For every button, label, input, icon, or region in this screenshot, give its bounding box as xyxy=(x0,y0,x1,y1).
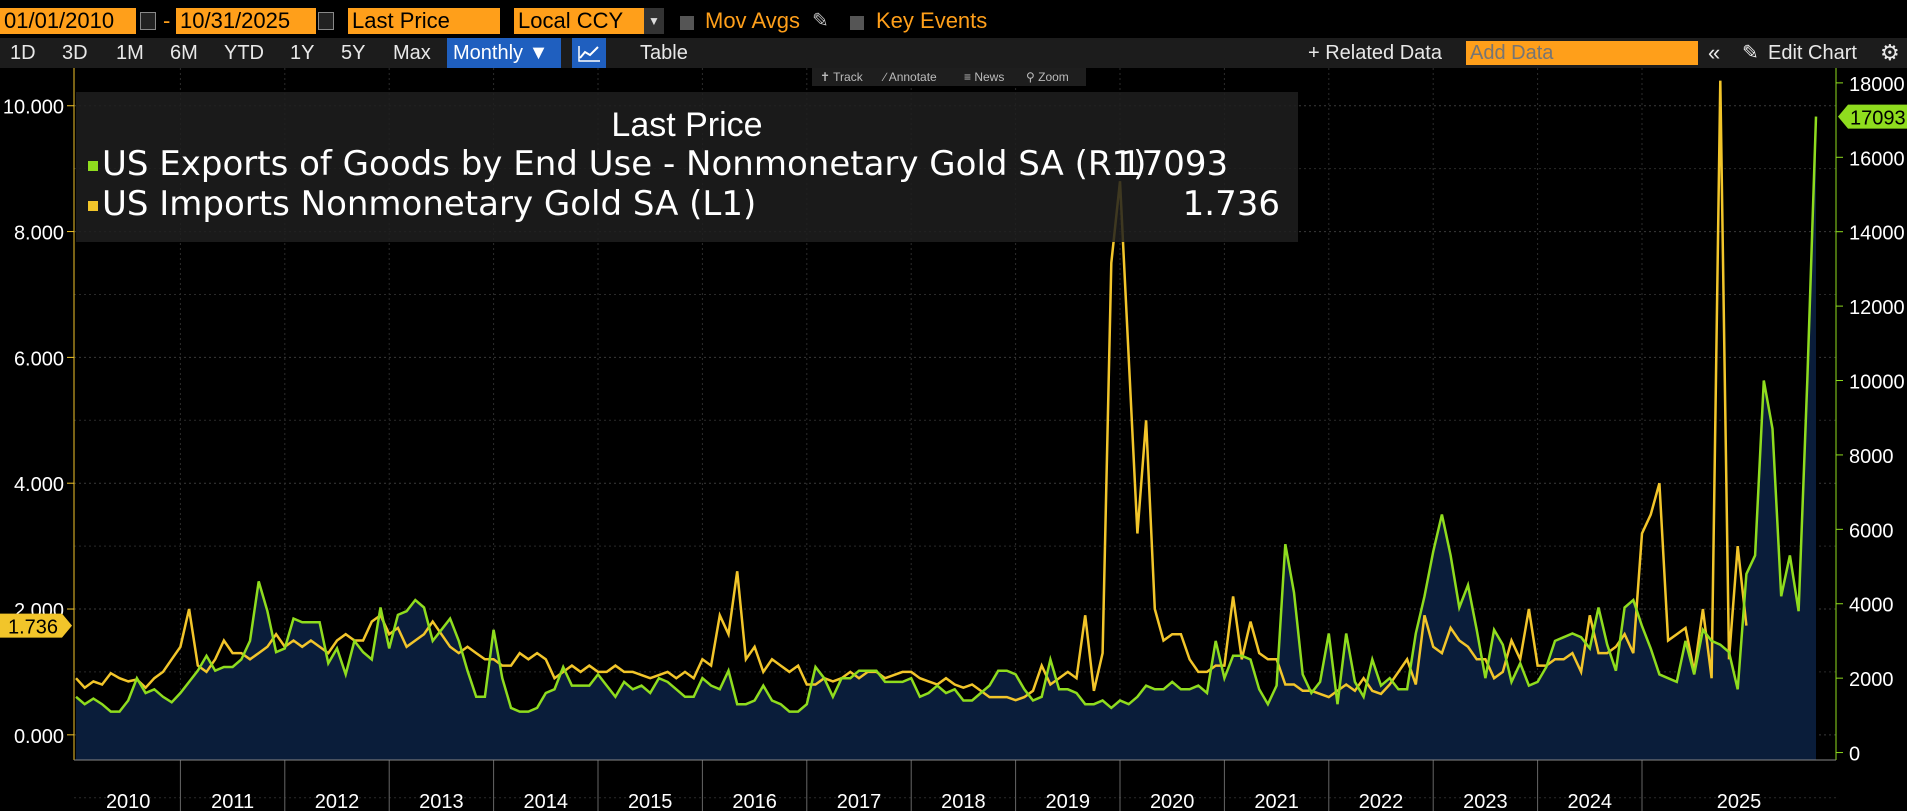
mov-avgs-label[interactable]: Mov Avgs xyxy=(705,8,800,33)
annotate-label: Annotate xyxy=(888,70,937,84)
range-toolbar: 1D 3D 1M 6M YTD 1Y 5Y Max Monthly ▼ Tabl… xyxy=(0,38,1907,68)
x-tick-label: 2014 xyxy=(524,791,569,811)
legend-exports: US Exports of Goods by End Use - Nonmone… xyxy=(88,144,1146,184)
calendar-icon[interactable] xyxy=(318,12,334,30)
news-label: News xyxy=(974,70,1005,84)
line-chart-icon[interactable] xyxy=(572,38,606,68)
related-data-button[interactable]: + Related Data xyxy=(1308,42,1442,64)
legend-imports-swatch xyxy=(88,200,98,211)
calendar-icon[interactable] xyxy=(140,12,156,30)
left-tick-label: 8.000 xyxy=(14,223,64,245)
x-tick-label: 2020 xyxy=(1150,791,1195,811)
x-tick-label: 2011 xyxy=(211,791,254,811)
zoom-label: Zoom xyxy=(1038,70,1069,84)
track-label: Track xyxy=(833,70,863,84)
legend-title: Last Price xyxy=(611,106,763,144)
x-tick-label: 2017 xyxy=(837,791,882,811)
legend: Last Price US Exports of Goods by End Us… xyxy=(76,92,1298,242)
x-tick-label: 2019 xyxy=(1046,791,1091,811)
x-tick-label: 2016 xyxy=(732,791,777,811)
pencil-icon[interactable]: ✎ xyxy=(1742,42,1759,64)
x-tick-label: 2022 xyxy=(1359,791,1404,811)
right-tick-label: 8000 xyxy=(1849,446,1894,468)
right-last-tag xyxy=(1838,104,1907,129)
annotate-tool[interactable]: ∕ Annotate xyxy=(884,70,937,84)
collapse-icon[interactable]: « xyxy=(1708,40,1721,65)
right-tick-label: 4000 xyxy=(1849,595,1894,617)
left-last-tag xyxy=(0,613,72,638)
right-tick-label: 14000 xyxy=(1849,223,1905,245)
legend-exports-swatch xyxy=(88,160,98,171)
gear-icon[interactable]: ⚙ xyxy=(1880,40,1900,65)
x-tick-label: 2023 xyxy=(1463,791,1508,811)
chevron-down-icon[interactable]: ▼ xyxy=(644,8,664,34)
left-tick-label: 10.000 xyxy=(3,97,64,119)
legend-exports-name: US Exports of Goods by End Use - Nonmone… xyxy=(102,144,1147,184)
frequency-select[interactable]: Monthly ▼ xyxy=(447,38,561,68)
key-events-label[interactable]: Key Events xyxy=(876,8,988,33)
right-tick-label: 0 xyxy=(1849,744,1860,766)
currency-select[interactable]: Local CCY xyxy=(514,8,646,34)
x-tick-label: 2012 xyxy=(315,791,360,811)
right-tick-label: 6000 xyxy=(1849,520,1894,542)
right-last-value: 17093 xyxy=(1850,108,1906,130)
range-6m[interactable]: 6M xyxy=(170,42,198,64)
x-tick-label: 2015 xyxy=(628,791,673,811)
x-tick-label: 2018 xyxy=(941,791,986,811)
legend-imports: US Imports Nonmonetary Gold SA (L1) xyxy=(88,184,756,224)
left-tick-label: 4.000 xyxy=(14,474,64,496)
range-1y[interactable]: 1Y xyxy=(290,42,315,64)
right-tick-label: 16000 xyxy=(1849,148,1905,170)
x-tick-label: 2010 xyxy=(106,791,151,811)
range-1m[interactable]: 1M xyxy=(116,42,144,64)
line-chart-icon-graphic xyxy=(578,46,600,62)
legend-imports-name: US Imports Nonmonetary Gold SA (L1) xyxy=(102,184,757,224)
right-tick-label: 18000 xyxy=(1849,74,1905,96)
date-separator: - xyxy=(163,8,171,33)
range-3d[interactable]: 3D xyxy=(62,42,88,64)
range-max[interactable]: Max xyxy=(393,42,431,64)
right-tick-label: 2000 xyxy=(1849,669,1894,691)
edit-chart-button[interactable]: Edit Chart xyxy=(1768,42,1857,64)
left-tick-label: 0.000 xyxy=(14,726,64,748)
left-last-value: 1.736 xyxy=(8,617,58,639)
legend-exports-value: 17093 xyxy=(1120,144,1229,184)
add-data-input[interactable] xyxy=(1466,41,1698,65)
field-select[interactable]: Last Price xyxy=(348,8,500,34)
track-tool[interactable]: ✝ Track xyxy=(820,70,863,84)
legend-imports-value: 1.736 xyxy=(1182,184,1280,224)
x-tick-label: 2013 xyxy=(419,791,464,811)
key-events-checkbox[interactable] xyxy=(850,16,864,30)
top-bar: 01/01/2010 - 10/31/2025 Last Price Local… xyxy=(0,6,1907,38)
pencil-icon[interactable]: ✎ xyxy=(812,10,829,32)
right-tick-label: 12000 xyxy=(1849,297,1905,319)
right-tick-label: 10000 xyxy=(1849,372,1905,394)
range-5y[interactable]: 5Y xyxy=(341,42,366,64)
left-tick-label: 6.000 xyxy=(14,348,64,370)
start-date-input[interactable]: 01/01/2010 xyxy=(0,8,136,34)
exports-area xyxy=(76,116,1816,761)
range-ytd[interactable]: YTD xyxy=(224,42,264,64)
x-tick-label: 2021 xyxy=(1254,791,1299,811)
range-1d[interactable]: 1D xyxy=(10,42,36,64)
table-tab[interactable]: Table xyxy=(640,42,688,64)
zoom-tool[interactable]: ⚲ Zoom xyxy=(1026,70,1069,84)
x-tick-label: 2025 xyxy=(1717,791,1762,811)
end-date-input[interactable]: 10/31/2025 xyxy=(176,8,316,34)
exports-line xyxy=(75,116,1818,713)
x-tick-label: 2024 xyxy=(1568,791,1613,811)
mini-toolbar: ✝ Track ∕ Annotate ≡ News ⚲ Zoom xyxy=(812,68,1086,86)
mov-avgs-checkbox[interactable] xyxy=(680,16,694,30)
news-tool[interactable]: ≡ News xyxy=(964,70,1005,84)
